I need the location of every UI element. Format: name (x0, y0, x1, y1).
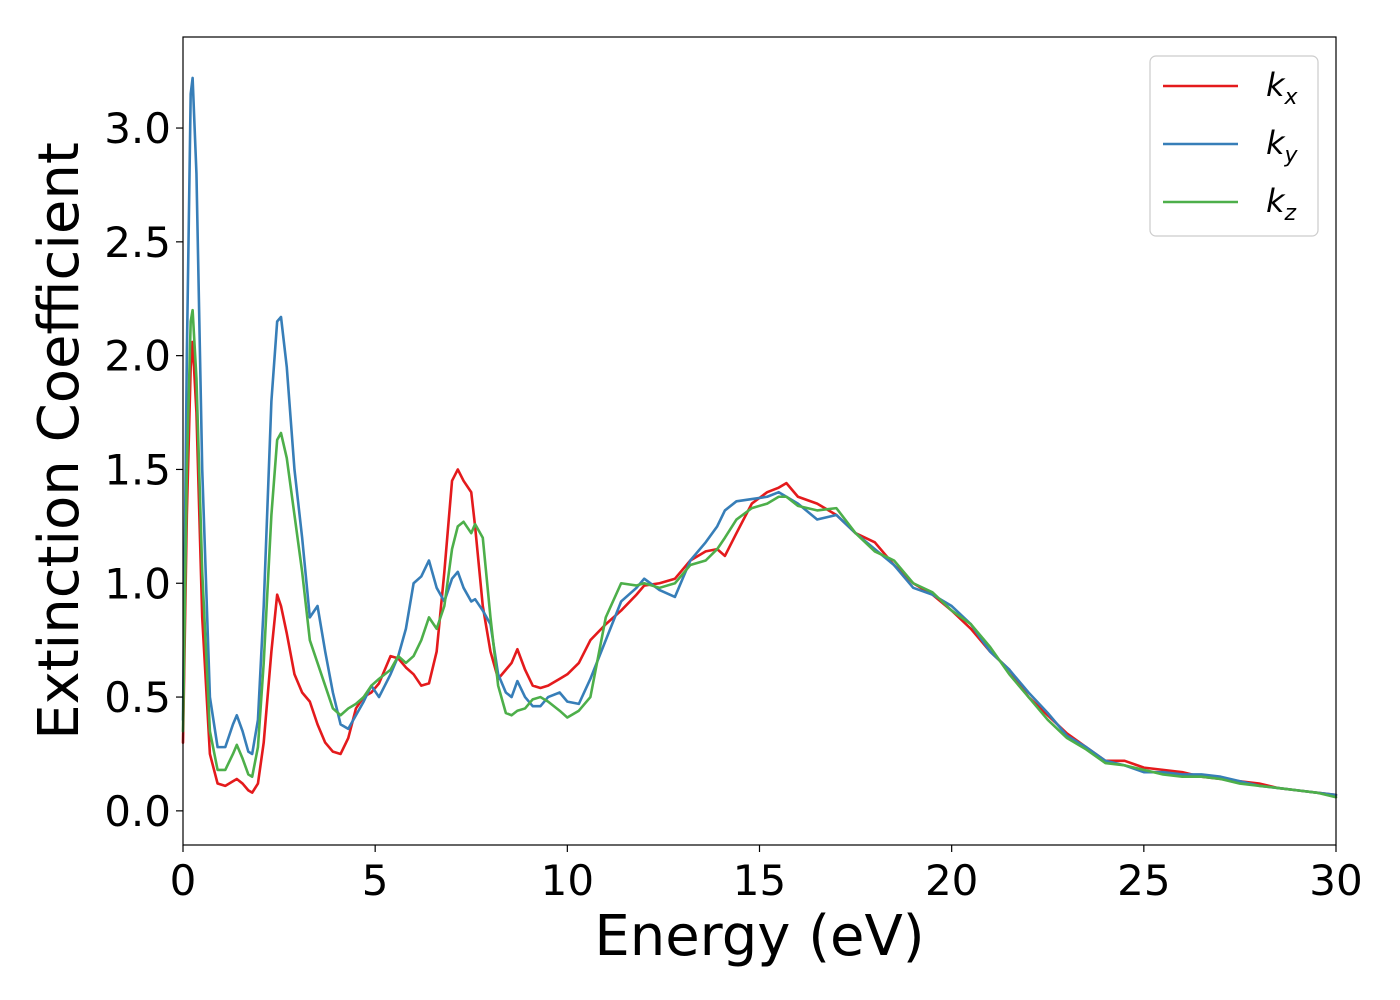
x-tick-label: 20 (925, 856, 978, 905)
x-tick-label: 0 (170, 856, 197, 905)
x-tick-label: 25 (1117, 856, 1170, 905)
x-tick-label: 15 (733, 856, 786, 905)
y-tick-label: 2.5 (104, 218, 171, 267)
x-axis-ticks: 0 5 10 15 20 25 30 (170, 845, 1363, 905)
series-line-kz (181, 308, 1338, 799)
series-line-kx (181, 340, 1338, 797)
series-layer (181, 76, 1338, 799)
legend-label-kx: kx (1266, 66, 1299, 110)
y-tick-label: 1.0 (104, 559, 171, 608)
y-axis-ticks: 0.0 0.5 1.0 1.5 2.0 2.5 3.0 (104, 104, 183, 836)
y-tick-label: 2.0 (104, 332, 171, 381)
x-tick-label: 30 (1309, 856, 1362, 905)
y-tick-label: 0.0 (104, 787, 171, 836)
y-tick-label: 1.5 (104, 445, 171, 494)
legend-label-kz: kz (1266, 182, 1297, 226)
x-tick-label: 5 (362, 856, 389, 905)
legend-label-ky: ky (1266, 124, 1299, 168)
legend-box (1149, 55, 1319, 237)
y-tick-label: 3.0 (104, 104, 171, 153)
y-tick-label: 0.5 (104, 673, 171, 722)
legend-items: kx ky kz (1163, 66, 1299, 226)
x-tick-label: 10 (541, 856, 594, 905)
y-axis-label: Extinction Coefficient (27, 142, 92, 740)
x-axis-label: Energy (eV) (594, 904, 924, 969)
series-line-ky (181, 76, 1338, 797)
legend: kx ky kz (1149, 55, 1319, 237)
